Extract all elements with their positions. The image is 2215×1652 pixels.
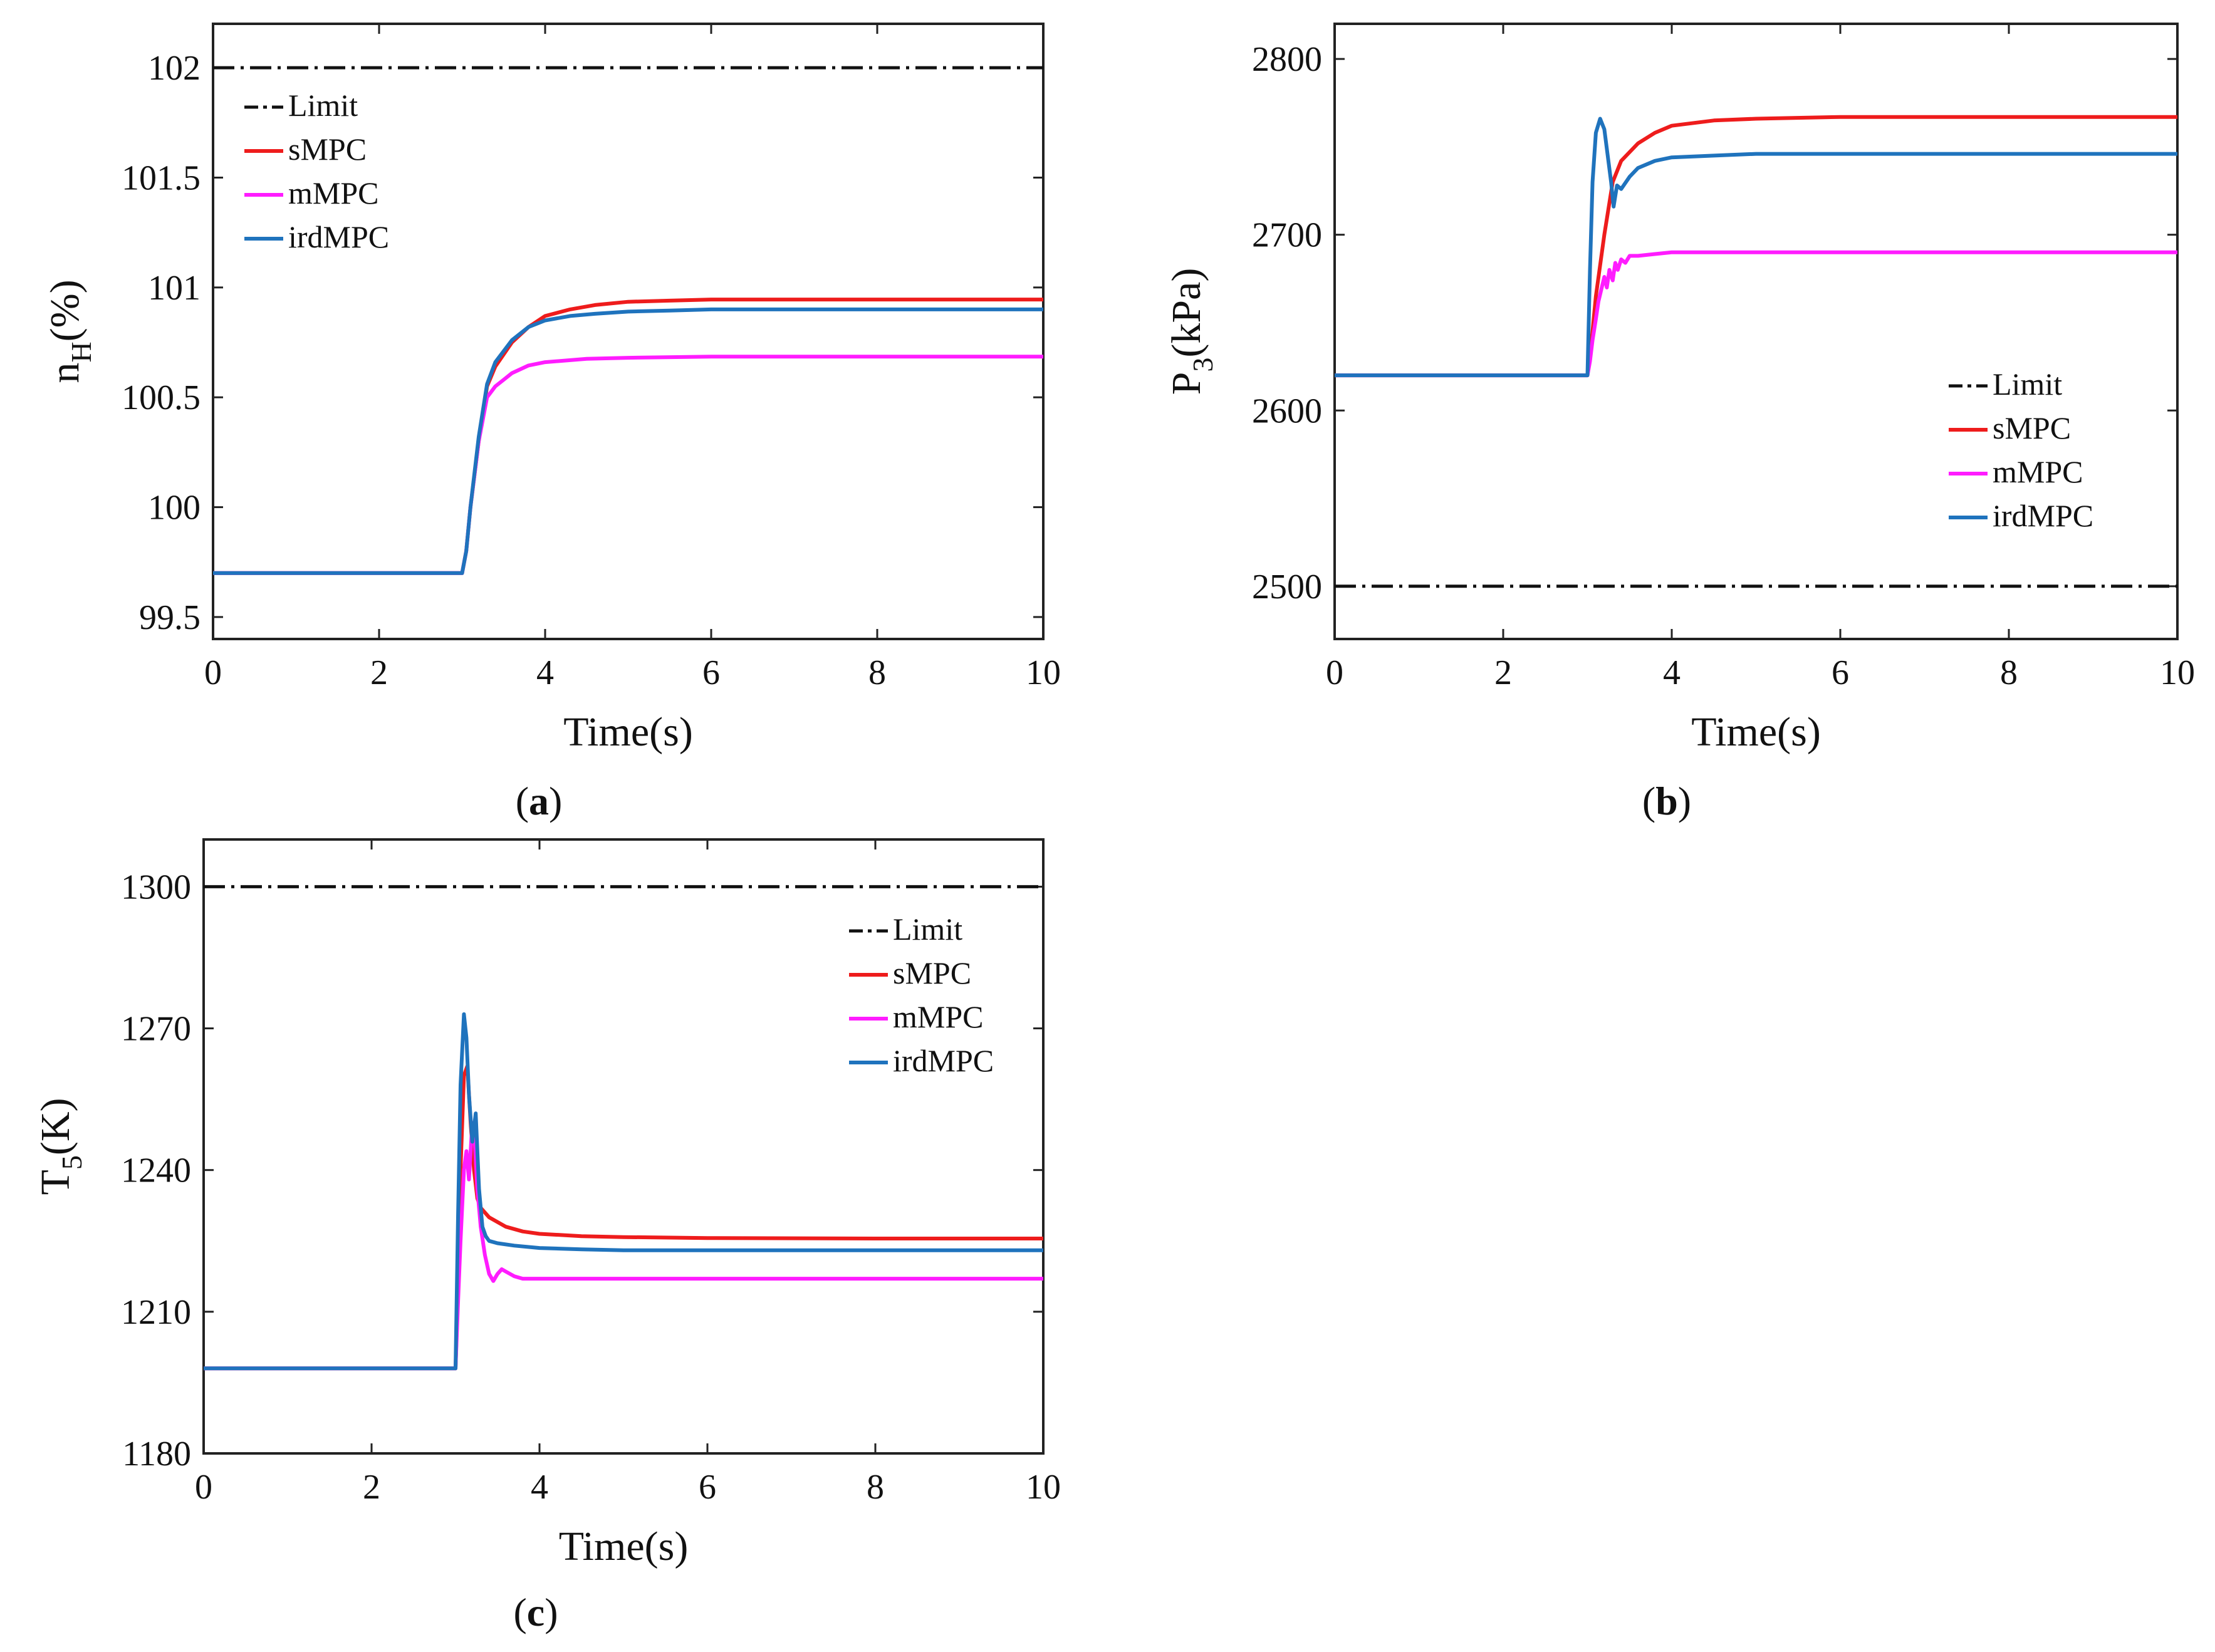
series-line-irdmpc [213, 307, 1043, 575]
y-tick-label: 2600 [1252, 392, 1322, 430]
y-tick-label: 100 [148, 489, 201, 527]
subfigure-caption: (a) [516, 779, 563, 823]
chart-c: 0 2 4 6 8 10 1180 1210 1240 1270 1300 Time(s) T5(K) L… [33, 838, 1061, 1634]
x-tick-label: 0 [204, 653, 222, 692]
y-tick-label: 102 [148, 49, 201, 88]
x-axis-label: Time(s) [1691, 709, 1821, 755]
x-tick-label: 10 [1026, 1468, 1061, 1507]
y-tick-label: 101 [148, 269, 201, 308]
legend: Limit sMPC mMPC irdMPC [1949, 366, 2093, 533]
series-line-mmpc [213, 355, 1043, 575]
x-axis-label: Time(s) [563, 709, 693, 755]
series-group [1335, 115, 2177, 588]
y-tick-label: 1300 [121, 868, 191, 907]
series-group [213, 66, 1043, 575]
legend-label-irdmpc: irdMPC [893, 1043, 994, 1078]
legend-label-mmpc: mMPC [893, 999, 984, 1034]
legend-label-mmpc: mMPC [288, 175, 379, 210]
x-tick-label: 6 [702, 653, 720, 692]
y-tick-label: 2500 [1252, 568, 1322, 606]
y-tick-label: 1210 [121, 1293, 191, 1332]
legend-label-smpc: sMPC [1993, 410, 2071, 445]
x-tick-label: 6 [1832, 653, 1849, 692]
legend: Limit sMPC mMPC irdMPC [244, 88, 389, 254]
y-tick-label: 99.5 [139, 598, 201, 637]
x-tick-label: 0 [1326, 653, 1343, 692]
x-tick-label: 10 [1026, 653, 1061, 692]
x-tick-label: 6 [699, 1468, 716, 1507]
legend-label-irdmpc: irdMPC [1993, 498, 2093, 533]
x-tick-label: 10 [2160, 653, 2195, 692]
subfigure-caption: (b) [1642, 779, 1691, 823]
legend-label-limit: Limit [288, 88, 358, 123]
plot-frame [1333, 23, 2179, 640]
x-tick-label: 2 [363, 1468, 380, 1507]
series-group [204, 885, 1043, 1371]
series-line-irdmpc [204, 1012, 1043, 1371]
x-tick-label: 0 [195, 1468, 212, 1507]
legend-label-mmpc: mMPC [1993, 454, 2083, 489]
x-tick-label: 8 [868, 653, 886, 692]
y-tick-label: 100.5 [122, 378, 201, 417]
y-axis-label: P3(kPa) [1164, 268, 1219, 395]
x-tick-label: 2 [370, 653, 388, 692]
chart-b: 0 2 4 6 8 10 2500 2600 2700 2800 Time(s) P3(kPa) Lim… [1164, 23, 2195, 823]
legend-label-limit: Limit [893, 912, 962, 947]
series-line-mmpc [204, 1121, 1043, 1371]
x-axis-label: Time(s) [559, 1524, 689, 1569]
chart-a: 0 2 4 6 8 10 99.5 100 100.5 101 101.5 102 Time(s) nH(… [42, 23, 1061, 823]
y-tick-label: 2800 [1252, 40, 1322, 79]
legend-label-smpc: sMPC [288, 132, 367, 167]
series-line-smpc [213, 298, 1043, 575]
y-tick-label: 1270 [121, 1010, 191, 1049]
y-tick-label: 1180 [122, 1435, 191, 1473]
x-tick-label: 4 [1663, 653, 1681, 692]
subfigure-caption: (c) [513, 1590, 558, 1634]
series-line-mmpc [1335, 250, 2177, 378]
y-axis-label: T5(K) [33, 1098, 88, 1195]
y-tick-label: 2700 [1252, 216, 1322, 255]
x-tick-label: 4 [531, 1468, 548, 1507]
x-tick-label: 4 [536, 653, 554, 692]
plot-frame [212, 23, 1045, 640]
y-axis-label: nH(%) [42, 279, 97, 383]
plot-frame [202, 838, 1045, 1455]
x-tick-label: 8 [2000, 653, 2018, 692]
legend-label-limit: Limit [1993, 366, 2062, 402]
x-tick-label: 2 [1494, 653, 1512, 692]
y-tick-label: 1240 [121, 1151, 191, 1190]
legend: Limit sMPC mMPC irdMPC [849, 912, 994, 1078]
series-line-irdmpc [1335, 117, 2177, 378]
series-line-smpc [204, 1064, 1043, 1371]
legend-label-irdmpc: irdMPC [288, 219, 389, 254]
y-tick-label: 101.5 [122, 159, 201, 198]
legend-label-smpc: sMPC [893, 955, 971, 990]
x-tick-label: 8 [867, 1468, 884, 1507]
